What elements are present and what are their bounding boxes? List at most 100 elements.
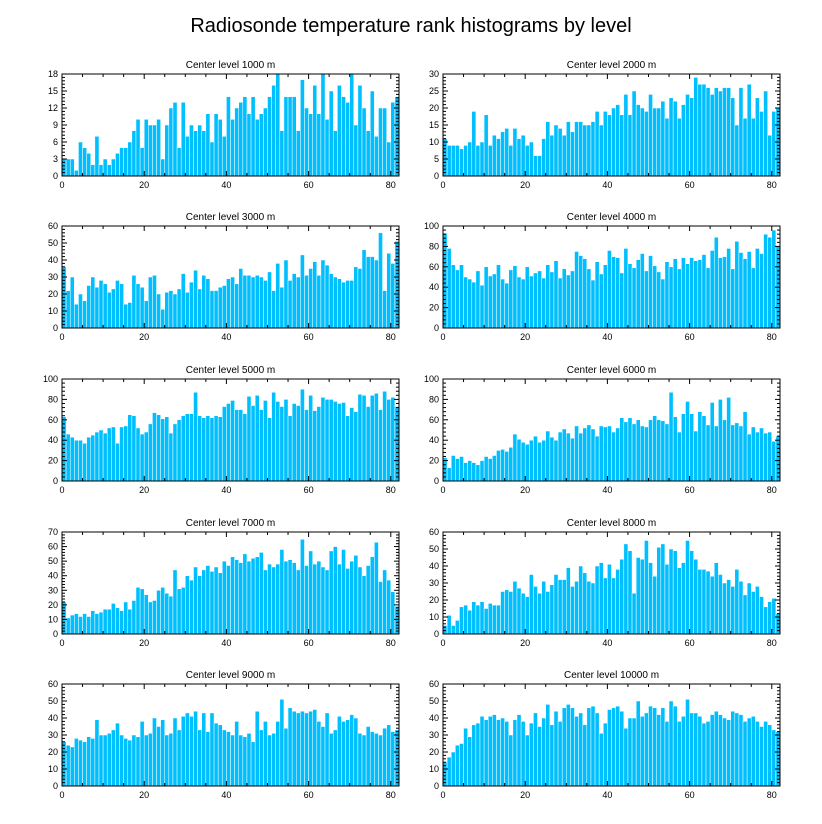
bar [205,415,211,482]
bar [767,724,773,787]
bar [529,722,534,787]
bar [516,138,522,177]
bar [619,417,625,482]
bar [78,739,83,787]
bar [483,266,489,329]
bar [652,265,657,329]
bar [353,124,359,177]
bar [332,401,338,482]
bar [361,107,367,177]
bar [242,96,248,177]
bar [677,567,682,635]
bar [201,130,207,177]
bar [492,714,497,787]
bar [475,722,481,787]
y-tick-label: 20 [429,456,439,466]
bar [590,121,596,177]
bar [320,726,326,787]
bar [115,153,120,177]
bar [234,409,239,482]
bar [681,716,686,787]
bar [341,549,346,635]
bar [300,79,305,177]
bar [759,111,764,177]
bar [574,581,579,635]
bar [644,270,649,329]
bar [722,582,727,635]
bar [382,107,387,177]
bar [386,252,392,329]
x-tick-label: 20 [520,332,530,342]
bar [90,738,96,787]
bar [775,435,781,482]
bar [726,397,731,482]
bar [570,707,575,787]
bar [115,607,120,635]
bar [459,148,464,177]
bar [742,258,748,329]
bar [123,147,129,177]
histogram-panel-4: Center level 4000 m 0 20 40 60 80 0 20 40 60 80 100 [424,212,781,342]
bar [685,699,690,787]
bar [726,719,731,787]
bar [640,107,645,177]
bar [524,145,530,177]
bar [446,756,452,787]
bar [611,107,616,177]
bar [681,413,686,482]
bar [471,111,477,177]
bar [668,97,674,177]
bar [160,587,165,635]
bar [369,731,375,787]
bar [450,625,456,635]
bar [664,721,670,787]
bar [328,399,334,482]
bar [750,426,756,482]
bar [279,549,285,635]
x-tick-label: 0 [440,790,445,800]
bar [705,721,711,787]
bar [492,604,497,635]
bar [304,107,309,177]
bar [722,419,727,482]
bar [455,744,460,787]
bar [475,464,481,482]
bar [308,268,313,329]
bar [291,562,297,635]
bar [316,275,322,329]
bar [520,441,526,482]
y-tick-label: 20 [429,103,439,113]
bar [180,716,186,787]
bar [763,432,768,482]
bar [250,96,256,177]
bar [357,566,363,635]
x-tick-label: 80 [386,180,396,190]
y-tick-label: 20 [48,747,58,757]
bar [168,733,174,787]
bar [709,250,715,329]
x-tick-label: 20 [520,790,530,800]
y-tick-label: 0 [434,323,439,333]
bar [566,432,571,482]
bar [677,721,682,787]
bar [607,425,612,482]
x-tick-label: 20 [139,485,149,495]
y-tick-label: 30 [48,585,58,595]
bar [176,419,182,482]
y-tick-label: 0 [53,323,58,333]
bar [549,584,555,635]
bar [709,402,715,482]
bar [594,261,600,329]
bar [561,707,567,787]
bar [349,73,355,177]
bar [230,734,235,787]
bar [357,268,363,329]
x-tick-label: 20 [520,638,530,648]
bar [504,451,510,482]
bar [549,436,555,482]
x-tick-label: 80 [767,332,777,342]
bar [656,714,662,787]
bar [504,589,510,635]
bar [102,158,108,177]
y-tick-label: 30 [48,272,58,282]
